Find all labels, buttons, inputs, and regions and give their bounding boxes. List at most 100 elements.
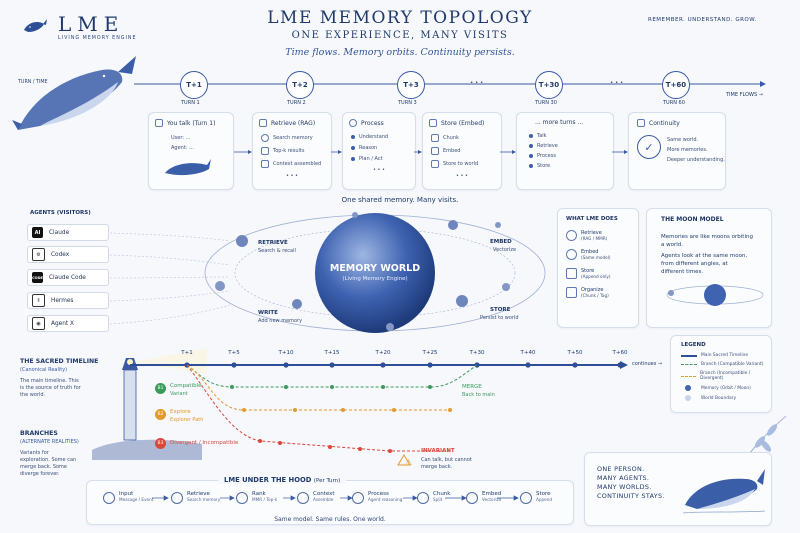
check-icon: ✓ (637, 135, 661, 159)
infinity-icon (637, 119, 645, 127)
timeline-node-t1[interactable]: T+1 (180, 71, 208, 99)
card-continuity: Continuity ✓ Same world. More memories. … (628, 112, 726, 190)
card-process: Process Understand Reason Plan / Act • •… (342, 112, 416, 190)
under-the-hood-panel (86, 480, 574, 525)
tick-t50: T+50 (567, 350, 583, 356)
organize-icon (566, 287, 577, 298)
timeline-caption-t1: TURN 1 (181, 100, 200, 106)
agent-claude[interactable]: AI Claude (27, 224, 109, 241)
sacred-sub: (Canonical Reality) (20, 367, 68, 373)
timeline-caption-t30: TURN 30 (535, 100, 557, 106)
page-subtitle: ONE EXPERIENCE, MANY VISITS (291, 30, 509, 41)
agent-hermes[interactable]: ☤ Hermes (27, 292, 109, 309)
page-title: LME MEMORY TOPOLOGY (267, 8, 533, 28)
retrieve-label: RETRIEVE (258, 240, 288, 246)
write-label: WRITE (258, 310, 278, 316)
closing-whale-illustration (682, 469, 766, 514)
timeline-ellipsis-1: • • • (470, 80, 484, 86)
embed-desc: Vectorize (493, 247, 517, 253)
input-icon (103, 492, 115, 504)
whale-illustration (12, 56, 136, 130)
closing-line-4: CONTINUITY STAYS. (597, 492, 665, 500)
sacred-desc: The main timeline. This is the source of… (20, 378, 81, 398)
card-more-turns: ... more turns ... Talk Retrieve Process… (516, 112, 614, 190)
memory-world-title: MEMORY WORLD (329, 263, 421, 274)
timeline-caption-t3: TURN 3 (398, 100, 417, 106)
hood-arrows (152, 495, 519, 501)
invariant-desc: Can talk, but cannot merge back. (421, 457, 472, 470)
timeline-node-t2[interactable]: T+2 (286, 71, 314, 99)
claude-icon: AI (32, 227, 43, 238)
timeline-ellipsis-2: • • • (610, 80, 624, 86)
sacred-timeline-graph (130, 361, 628, 466)
agents-heading: AGENTS (VISITORS) (30, 210, 91, 216)
agent-codex[interactable]: ⚙ Codex (27, 246, 109, 263)
hermes-icon: ☤ (32, 294, 45, 307)
top-timeline-line (134, 81, 766, 87)
branch-b1-sub: Variant (170, 391, 188, 397)
branches-sub: (ALTERNATE REALITIES) (20, 439, 79, 445)
whale-logo-icon (24, 19, 47, 32)
branch-b1-tag: B1 (155, 383, 166, 394)
branches-desc: Variants for exploration. Some can merge… (20, 450, 77, 477)
tick-t15: T+15 (324, 350, 340, 356)
agent-claude-code[interactable]: CODE Claude Code (27, 269, 109, 286)
warning-icon: ⚠ (405, 458, 413, 467)
branch-b3-tag: B3 (155, 438, 166, 449)
brand-logo (22, 14, 48, 38)
small-whale-icon (165, 159, 211, 176)
what-lme-does-panel: WHAT LME DOES Retrieve (RAG / MMR) Embed(… (557, 208, 639, 328)
sacred-title: THE SACRED TIMELINE (20, 358, 99, 365)
card-you-talk: You talk (Turn 1) User: ... Agent: ... (148, 112, 234, 190)
merge-desc: Back to main (462, 392, 495, 398)
tick-t25: T+25 (422, 350, 438, 356)
card-store: Store (Embed) Chunk Embed Store to world… (422, 112, 502, 190)
tick-t30: T+30 (469, 350, 485, 356)
store-label: STORE (490, 307, 511, 313)
database-icon (520, 492, 532, 504)
hood-step-store: Store Append (520, 491, 552, 504)
timeline-node-t30[interactable]: T+30 (535, 71, 563, 99)
agent-x-icon: ◉ (32, 317, 45, 330)
legend-panel: LEGEND Main Sacred Timeline Branch (Comp… (670, 335, 772, 413)
timeline-node-t60[interactable]: T+60 (662, 71, 690, 99)
write-desc: Add new memory (258, 318, 303, 324)
agent-x[interactable]: ◉ Agent X (27, 315, 109, 332)
closing-line-1: ONE PERSON. (597, 465, 645, 473)
shared-memory-caption: One shared memory. Many visits. (341, 196, 459, 204)
timeline-left-label: TURN / TIME (18, 80, 48, 85)
branch-b1-name: Compatible (170, 383, 202, 389)
card-arrows (234, 150, 628, 154)
closing-line-3: MANY WORLDS. (597, 483, 652, 491)
stack-icon (259, 119, 267, 127)
chunk-icon (431, 134, 439, 142)
retrieve-icon (566, 230, 577, 241)
rank-icon (236, 492, 248, 504)
moon-model-panel: THE MOON MODEL Memories are like moons o… (646, 208, 772, 328)
list-icon (261, 147, 269, 155)
memory-world-subtitle: (Living Memory Engine) (342, 276, 408, 282)
branches-title: BRANCHES (20, 430, 58, 437)
tick-t60: T+60 (612, 350, 628, 356)
memory-world-orbits (110, 212, 546, 333)
page-motto: Time flows. Memory orbits. Continuity pe… (285, 47, 515, 58)
timeline-node-t3[interactable]: T+3 (397, 71, 425, 99)
branch-b3-name: Divergent / Incompatible (170, 440, 239, 446)
embed-icon (431, 147, 439, 155)
tick-t20: T+20 (375, 350, 391, 356)
hood-step-rank: Rank MMR / Top-k (236, 491, 277, 504)
embed-label: EMBED (490, 239, 512, 245)
store-icon (566, 268, 577, 279)
database-icon (431, 160, 439, 168)
timeline-caption-t60: TURN 60 (663, 100, 685, 106)
context-icon (297, 492, 309, 504)
search-icon (261, 134, 269, 142)
gear-icon (349, 119, 357, 127)
tick-t5: T+5 (228, 350, 240, 356)
hood-step-context: Context Assemble (297, 491, 335, 504)
hood-step-retrieve: Retrieve Search memory (171, 491, 220, 504)
store-desc: Persist to world (480, 315, 519, 321)
branch-b2-sub: Explorer Path (170, 417, 204, 423)
card-retrieve: Retrieve (RAG) Search memory Top-k resul… (252, 112, 332, 190)
top-right-slogan: REMEMBER. UNDERSTAND. GROW. (648, 17, 757, 23)
